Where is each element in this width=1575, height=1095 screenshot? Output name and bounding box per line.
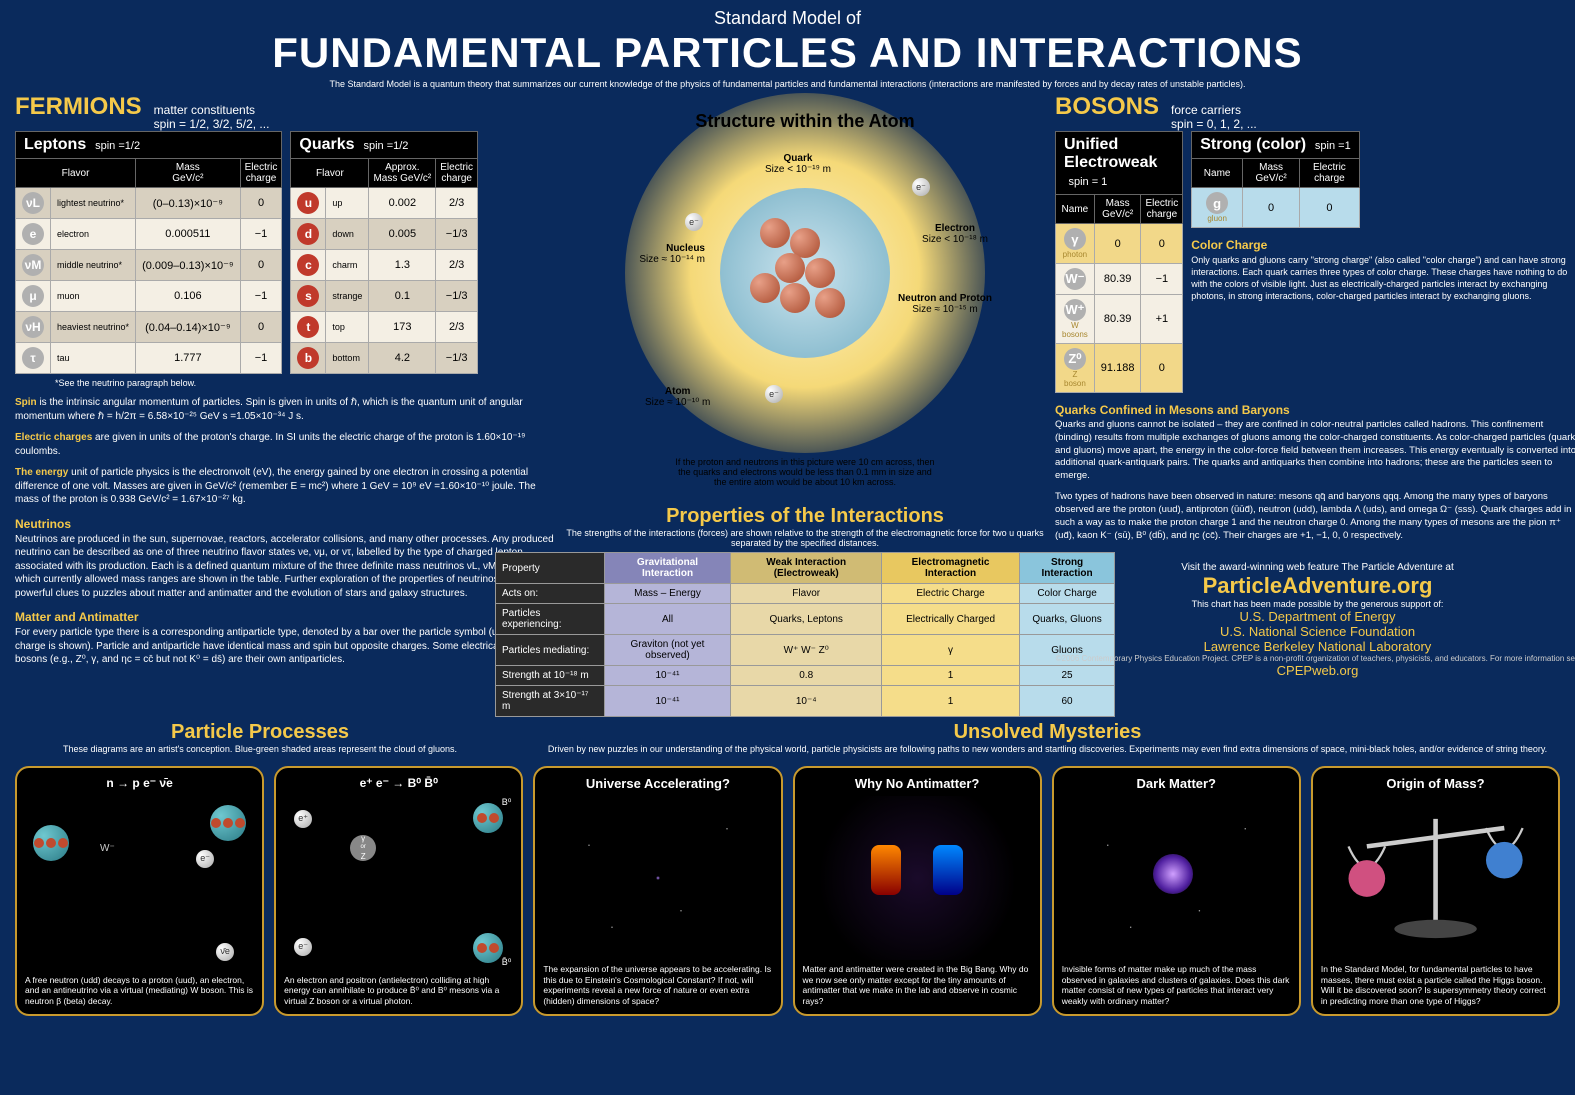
mysteries-title: Unsolved Mysteries [535,721,1560,744]
mysteries-sub: Driven by new puzzles in our understandi… [535,744,1560,754]
panel-mystery-4: Origin of Mass? In the Standard Model, f… [1311,766,1560,1016]
quarks-table: Quarks spin =1/2FlavorApprox.Mass GeV/c²… [290,131,478,374]
m1-text: The expansion of the universe appears to… [543,964,772,1007]
header: Standard Model of FUNDAMENTAL PARTICLES … [0,0,1575,93]
bosons-sub: force carriersspin = 0, 1, 2, ... [1171,103,1257,131]
m2-text: Matter and antimatter were created in th… [803,964,1032,1007]
leptons-table: Leptons spin =1/2FlavorMassGeV/c²Electri… [15,131,282,374]
nucleus [720,188,890,358]
hadron-text: Two types of hadrons have been observed … [1055,491,1575,542]
m2-title: Why No Antimatter? [803,776,1032,792]
m3-text: Invisible forms of matter make up much o… [1062,964,1291,1007]
m3-title: Dark Matter? [1062,776,1291,792]
panel-mystery-1: Universe Accelerating? The expansion of … [533,766,782,1016]
right-column: BOSONS force carriersspin = 0, 1, 2, ...… [1055,93,1575,717]
p1-text: A free neutron (udd) decays to a proton … [25,975,254,1007]
p1-formula: n → p e⁻ ν̄e [25,776,254,791]
processes-title: Particle Processes [15,721,505,744]
color-charge-text: Only quarks and gluons carry "strong cha… [1191,254,1575,303]
atom-title: Structure within the Atom [625,111,985,132]
props-table: PropertyGravitational InteractionWeak In… [495,552,1115,717]
atom-diagram: Structure within the Atom e⁻ e⁻ e⁻ Quark… [565,93,1045,487]
scale-icon [1321,796,1550,956]
m4-title: Origin of Mass? [1321,776,1550,792]
left-column: FERMIONS matter constituentsspin = 1/2, … [15,93,555,717]
matter-text: For every particle type there is a corre… [15,626,555,667]
neutrino-note: *See the neutrino paragraph below. [55,378,555,388]
m1-title: Universe Accelerating? [543,776,772,792]
matter-heading: Matter and Antimatter [15,610,555,624]
panel-mystery-3: Dark Matter? Invisible forms of matter m… [1052,766,1301,1016]
bosons-title: BOSONS [1055,93,1159,121]
p2-text: An electron and positron (antielectron) … [284,975,513,1007]
p2-formula: e⁺ e⁻ → B⁰ B̄⁰ [284,776,513,791]
charge-def: Electric charges are given in units of t… [15,431,555,458]
credits: Visit the award-winning web feature The … [1055,562,1575,678]
fermions-title: FERMIONS [15,93,142,121]
processes-sub: These diagrams are an artist's conceptio… [15,744,505,754]
header-subtitle: Standard Model of [0,8,1575,29]
props-sub: The strengths of the interactions (force… [565,528,1045,548]
center-column: Structure within the Atom e⁻ e⁻ e⁻ Quark… [565,93,1045,717]
props-title: Properties of the Interactions [565,505,1045,528]
header-desc: The Standard Model is a quantum theory t… [0,79,1575,89]
fermions-sub: matter constituentsspin = 1/2, 3/2, 5/2,… [154,103,270,131]
bottom-panels: n → p e⁻ ν̄e e⁻ ν̄e W⁻ A free neutron (u… [0,758,1575,1016]
electroweak-table: Unified Electroweak spin = 1NameMassGeV/… [1055,131,1183,393]
panel-process-2: e⁺ e⁻ → B⁰ B̄⁰ e⁺ e⁻ γorZ B⁰ B̄⁰ An elec… [274,766,523,1016]
atom-caption: If the proton and neutrons in this pictu… [675,457,935,487]
panel-process-1: n → p e⁻ ν̄e e⁻ ν̄e W⁻ A free neutron (u… [15,766,264,1016]
strong-table: Strong (color) spin =1NameMassGeV/c²Elec… [1191,131,1359,228]
energy-def: The energy unit of particle physics is t… [15,466,555,507]
neutrinos-text: Neutrinos are produced in the sun, super… [15,533,555,601]
neutrinos-heading: Neutrinos [15,517,555,531]
spin-def: Spin is the intrinsic angular momentum o… [15,396,555,423]
confine-h: Quarks Confined in Mesons and Baryons [1055,403,1575,417]
panel-mystery-2: Why No Antimatter? Matter and antimatter… [793,766,1042,1016]
color-charge-h: Color Charge [1191,238,1575,252]
m4-text: In the Standard Model, for fundamental p… [1321,964,1550,1007]
header-title: FUNDAMENTAL PARTICLES AND INTERACTIONS [0,29,1575,77]
confine-text: Quarks and gluons cannot be isolated – t… [1055,419,1575,483]
